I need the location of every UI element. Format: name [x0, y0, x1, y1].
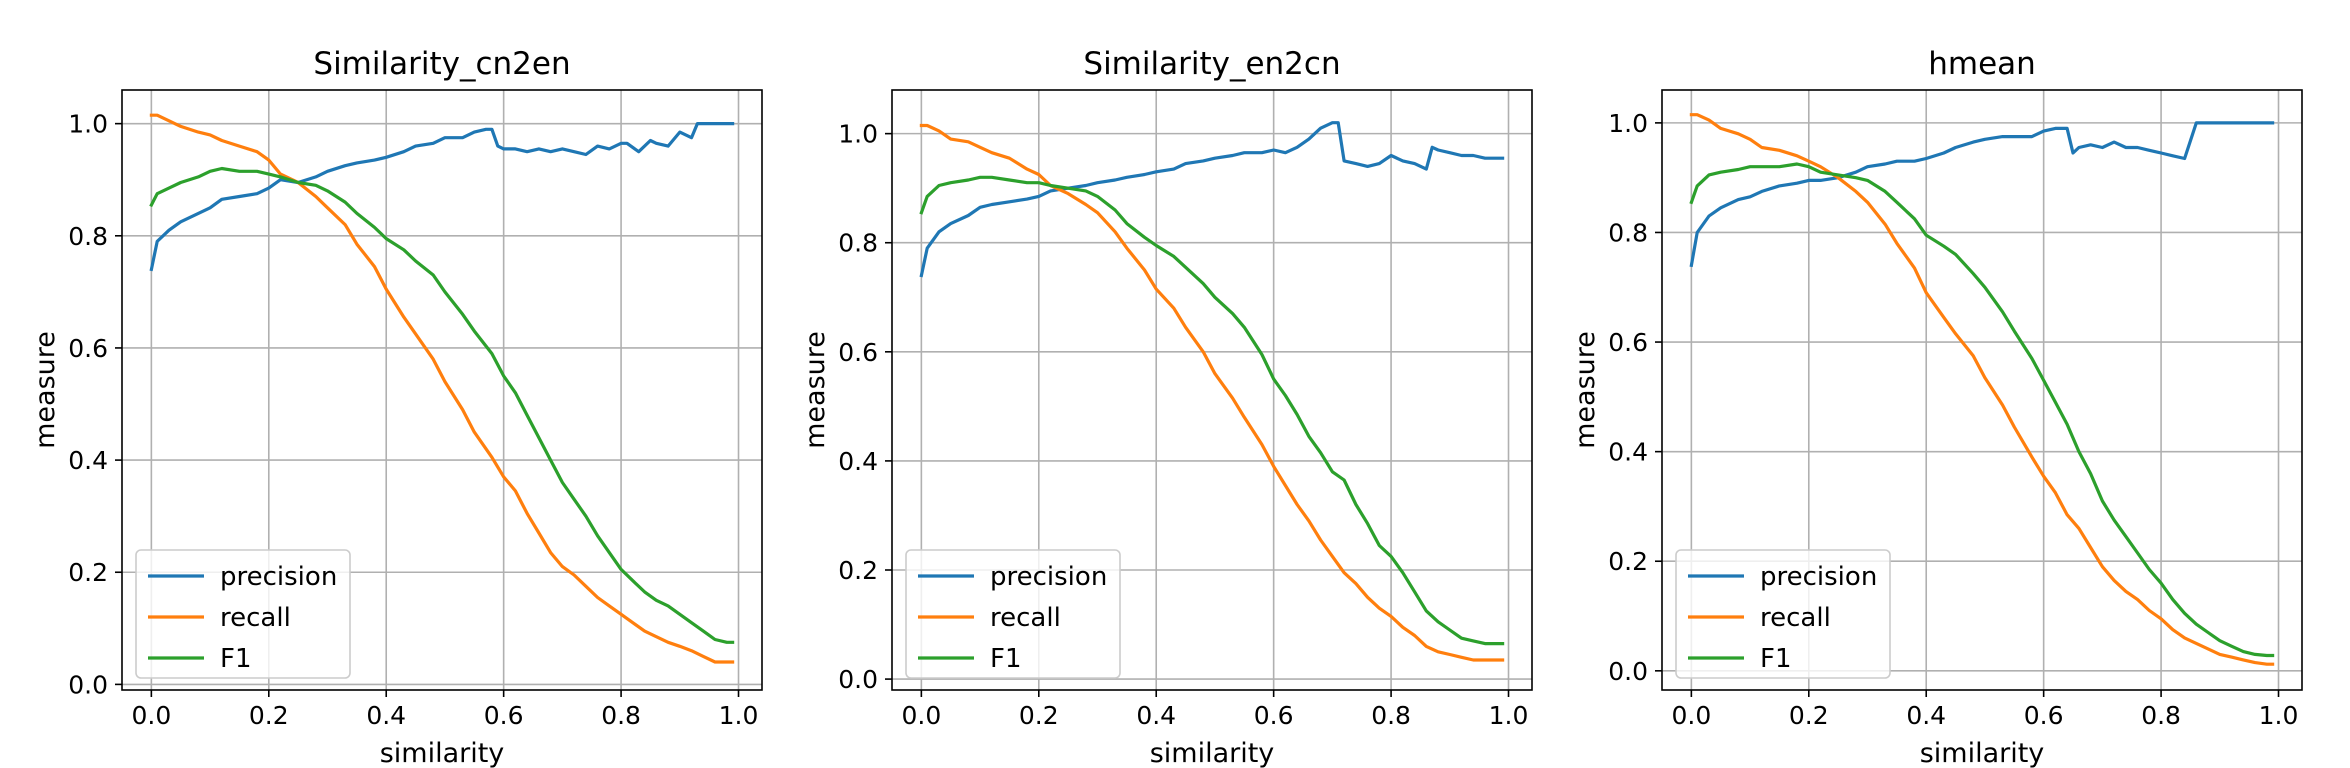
y-axis-label: measure [30, 331, 61, 449]
chart-panel-2: 0.0 0.2 0.4 0.6 0.8 1.0 0.0 0.2 0.4 0.6 0.8 1.0 Simi… [800, 46, 1533, 768]
chart-title: Similarity_cn2en [313, 46, 570, 82]
x-tick-label: 0.2 [1789, 701, 1829, 730]
chart-title: hmean [1928, 46, 2036, 82]
axes-frame [121, 89, 763, 691]
y-tick-label: 0.8 [838, 229, 878, 258]
series-line-recall [1689, 113, 2275, 666]
x-axis-label: similarity [380, 738, 505, 768]
y-tick-label: 1.0 [68, 110, 108, 139]
axes-frame [891, 89, 1533, 691]
x-tick-label: 1.0 [719, 701, 759, 730]
chart-panel-3: 0.0 0.2 0.4 0.6 0.8 1.0 0.0 0.2 0.4 0.6 0.8 1.0 hmea… [1570, 46, 2303, 768]
y-axis-label: measure [1570, 331, 1601, 449]
x-tick-label: 0.6 [484, 701, 524, 730]
x-tick-label: 0.8 [2141, 701, 2181, 730]
x-tick-label: 0.0 [901, 701, 941, 730]
legend-label-recall: recall [220, 603, 291, 633]
y-tick-label: 0.2 [68, 558, 108, 587]
series-line-f1 [149, 166, 735, 644]
y-tick-label: 0.0 [838, 665, 878, 694]
series-line-precision [919, 121, 1505, 278]
x-tick-label: 0.6 [2024, 701, 2064, 730]
y-tick-label: 0.4 [838, 447, 878, 476]
legend-label-recall: recall [990, 603, 1061, 633]
x-axis-label: similarity [1150, 738, 1275, 768]
x-tick-label: 1.0 [2259, 701, 2299, 730]
legend-label-f1: F1 [1760, 644, 1792, 674]
y-tick-label: 0.4 [1608, 438, 1648, 467]
series-line-precision [1689, 121, 2275, 268]
legend-label-f1: F1 [220, 644, 252, 674]
legend-label-precision: precision [1760, 562, 1877, 592]
y-tick-label: 0.8 [68, 222, 108, 251]
chart-panel-1: 0.0 0.2 0.4 0.6 0.8 1.0 0.0 0.2 0.4 0.6 0.8 1.0 Simi… [30, 46, 763, 768]
y-tick-label: 0.0 [68, 670, 108, 699]
legend-label-precision: precision [220, 562, 337, 592]
series-line-precision [149, 121, 735, 272]
legend-box [905, 549, 1121, 679]
y-tick-label: 0.2 [838, 556, 878, 585]
legend: precision recall F1 [905, 549, 1121, 679]
y-tick-label: 0.4 [68, 446, 108, 475]
y-tick-label: 1.0 [838, 120, 878, 149]
y-tick-label: 0.0 [1608, 657, 1648, 686]
series-line-f1 [919, 175, 1505, 646]
x-axis-label: similarity [1920, 738, 2045, 768]
x-tick-label: 0.6 [1254, 701, 1294, 730]
series-line-recall [149, 113, 735, 664]
legend-label-f1: F1 [990, 644, 1022, 674]
legend-box [135, 549, 351, 679]
x-tick-label: 0.8 [601, 701, 641, 730]
y-axis-label: measure [800, 331, 831, 449]
series-line-f1 [1689, 162, 2275, 658]
legend-label-recall: recall [1760, 603, 1831, 633]
x-tick-label: 0.2 [1019, 701, 1059, 730]
chart-title: Similarity_en2cn [1083, 46, 1340, 82]
x-tick-label: 0.0 [1671, 701, 1711, 730]
y-tick-label: 0.6 [1608, 328, 1648, 357]
legend: precision recall F1 [135, 549, 351, 679]
legend: precision recall F1 [1675, 549, 1891, 679]
x-tick-label: 0.2 [249, 701, 289, 730]
y-tick-label: 0.6 [68, 334, 108, 363]
axes-frame [1661, 89, 2303, 691]
x-tick-label: 0.4 [1906, 701, 1946, 730]
x-tick-label: 0.4 [366, 701, 406, 730]
legend-label-precision: precision [990, 562, 1107, 592]
x-tick-label: 0.0 [131, 701, 171, 730]
y-tick-label: 0.6 [838, 338, 878, 367]
x-tick-label: 0.8 [1371, 701, 1411, 730]
x-tick-label: 1.0 [1489, 701, 1529, 730]
y-tick-label: 0.2 [1608, 547, 1648, 576]
series-line-recall [919, 123, 1505, 662]
x-tick-label: 0.4 [1136, 701, 1176, 730]
y-tick-label: 0.8 [1608, 218, 1648, 247]
y-tick-label: 1.0 [1608, 109, 1648, 138]
legend-box [1675, 549, 1891, 679]
